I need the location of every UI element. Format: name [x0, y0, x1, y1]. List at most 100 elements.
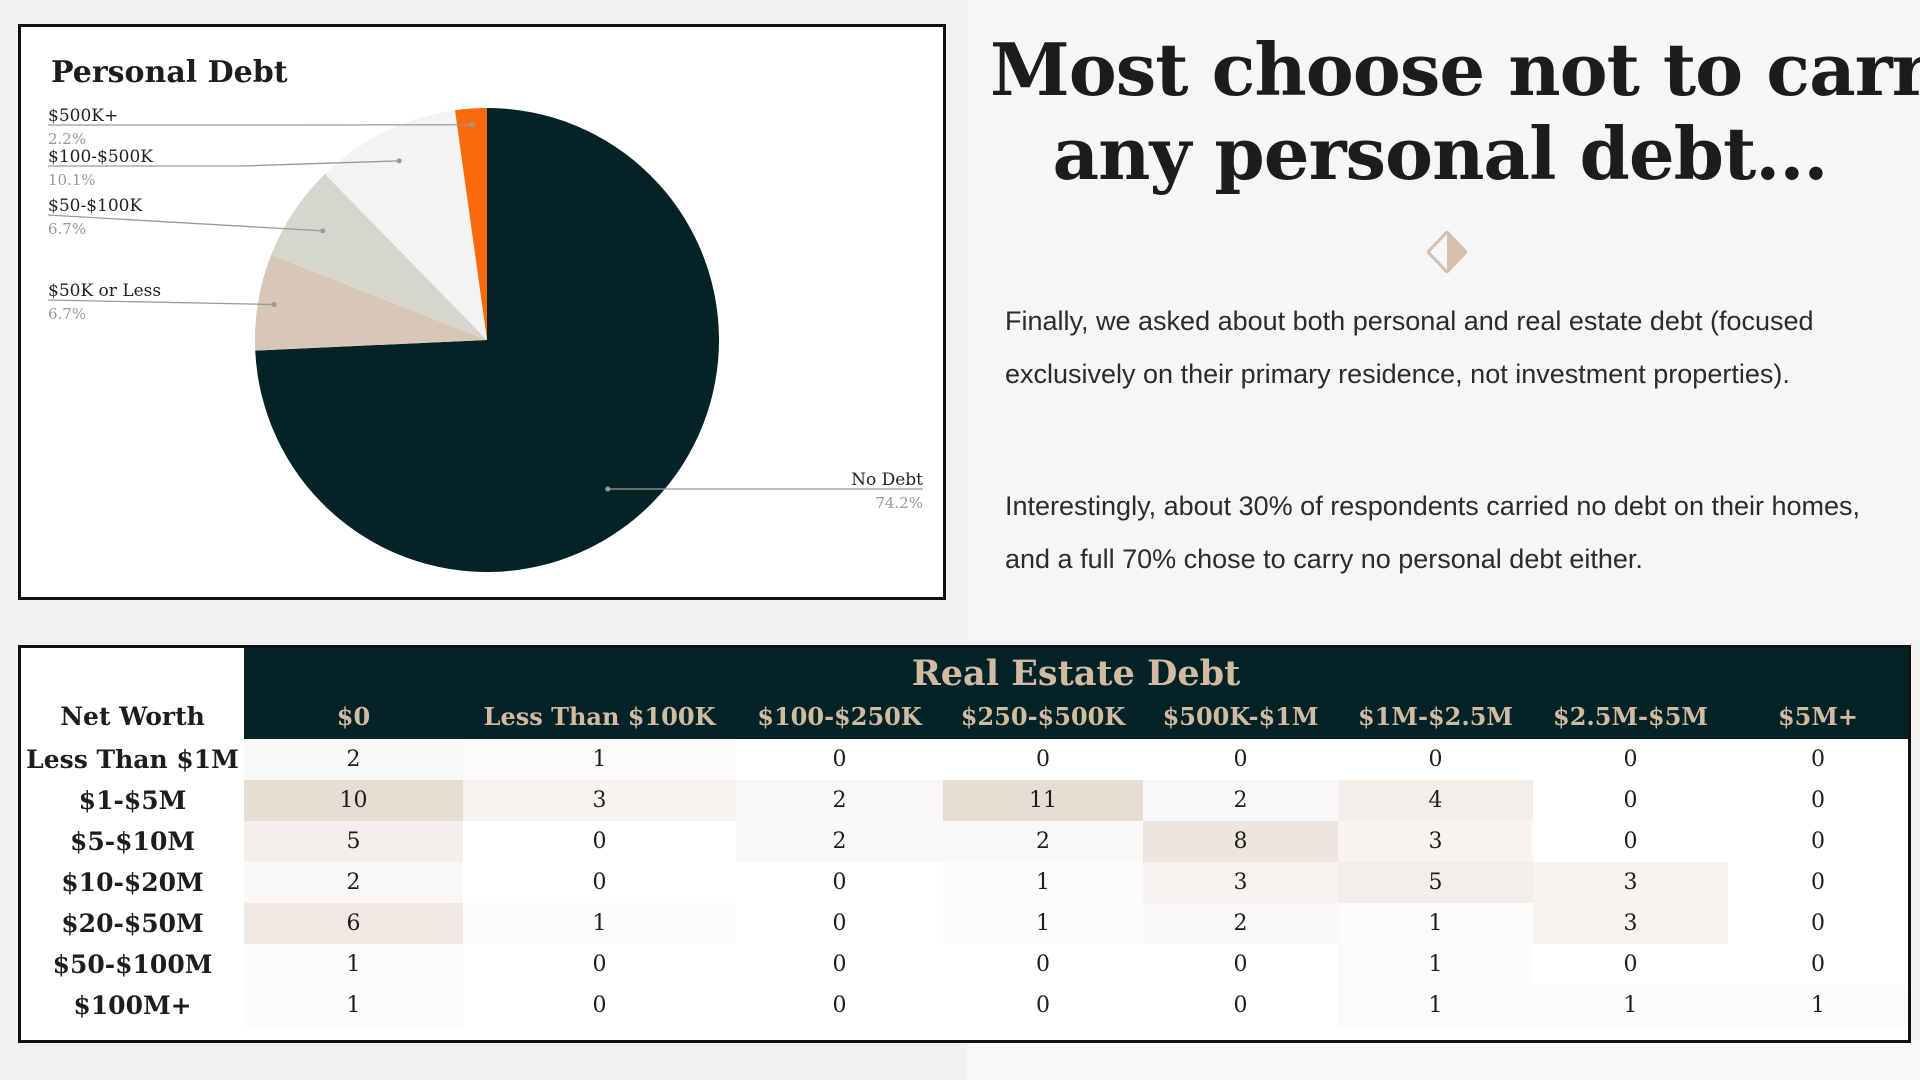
- table-cell: 1: [244, 985, 463, 1026]
- table-cell: 0: [1728, 862, 1908, 903]
- pie-slice-label: $500K+: [48, 106, 118, 126]
- table-cell: 0: [1728, 780, 1908, 821]
- headline: Most choose not to carry any personal de…: [990, 28, 1920, 196]
- bottom-background: [967, 1040, 1920, 1080]
- pie-leader-dot: [605, 486, 611, 492]
- table-cell: 0: [736, 739, 943, 780]
- table-cell: 0: [463, 944, 736, 985]
- personal-debt-chart-panel: No Debt 74.2% $50K or Less 6.7% $50-$100K 6.7…: [18, 24, 946, 600]
- table-title: Real Estate Debt: [244, 648, 1908, 694]
- pie-slice-label: $100-$500K: [48, 147, 153, 167]
- table-cell: 1: [1338, 903, 1533, 944]
- table-cell: 10: [244, 780, 463, 821]
- column-header: $500K-$1M: [1143, 694, 1338, 739]
- column-header: $5M+: [1728, 694, 1908, 739]
- table-cell: 1: [244, 944, 463, 985]
- table-cell: 0: [943, 944, 1143, 985]
- table-cell: 2: [244, 739, 463, 780]
- row-label: $20-$50M: [21, 903, 244, 944]
- row-label: $1-$5M: [21, 780, 244, 821]
- pie-label: $100-$500K 10.1%: [48, 147, 402, 189]
- table-cell: 0: [1533, 944, 1728, 985]
- pie-slice-value: 2.2%: [48, 130, 86, 148]
- table-cell: 0: [736, 944, 943, 985]
- pie-leader-dot: [469, 122, 475, 128]
- pie-leader-dot: [271, 302, 277, 308]
- column-header: $1M-$2.5M: [1338, 694, 1533, 739]
- table-row: Less Than $1M 2 1 0 0 0 0 0 0: [21, 739, 1908, 780]
- table-cell: 0: [463, 821, 736, 862]
- row-label: $50-$100M: [21, 944, 244, 985]
- table-cell: 0: [463, 862, 736, 903]
- table-cell: 1: [1728, 985, 1908, 1026]
- pie-label: $50-$100K 6.7%: [47, 196, 326, 238]
- finding-paragraph: Interestingly, about 30% of respondents …: [1005, 491, 1861, 574]
- table-row: $5-$10M 5 0 2 2 8 3 0 0: [21, 821, 1908, 862]
- headline-line-2: any personal debt...: [1052, 111, 1829, 196]
- pie-leader-line: [48, 160, 400, 167]
- table-cell: 2: [736, 780, 943, 821]
- right-background: [967, 0, 1920, 640]
- real-estate-debt-table-panel: Real Estate Debt Net Worth $0 Less Than $…: [18, 645, 1911, 1043]
- table-cell: 2: [1143, 903, 1338, 944]
- pie-leader-dot: [396, 158, 402, 164]
- column-header: $0: [244, 694, 463, 739]
- column-header: $100-$250K: [736, 694, 943, 739]
- table-cell: 4: [1338, 780, 1533, 821]
- pie-slice-value: 6.7%: [48, 305, 86, 323]
- table-cell: 0: [1338, 739, 1533, 780]
- table-cell: 3: [463, 780, 736, 821]
- table-row: $20-$50M 6 1 0 1 2 1 3 0: [21, 903, 1908, 944]
- pie-slice-100-500k: [324, 110, 487, 340]
- pie-leader-dot: [320, 228, 326, 234]
- table-cell: 8: [1143, 821, 1338, 862]
- pie-label: $500K+ 2.2%: [48, 106, 475, 148]
- pie-slice-label: $50-$100K: [48, 196, 142, 216]
- row-label: $5-$10M: [21, 821, 244, 862]
- pie-slice-value: 74.2%: [875, 494, 923, 512]
- table-cell: 1: [943, 862, 1143, 903]
- pie-label: No Debt 74.2%: [605, 470, 923, 512]
- pie-slice-label: No Debt: [851, 470, 923, 490]
- table-cell: 0: [1533, 780, 1728, 821]
- table-cell: 0: [943, 985, 1143, 1026]
- pie-slice-50-100k: [271, 174, 487, 340]
- table-cell: 3: [1533, 903, 1728, 944]
- table-cell: 0: [1143, 944, 1338, 985]
- pie-slice-value: 10.1%: [48, 171, 96, 189]
- table-cell: 5: [1338, 862, 1533, 903]
- table-cell: 0: [1728, 944, 1908, 985]
- personal-debt-pie-chart: No Debt 74.2% $50K or Less 6.7% $50-$100K 6.7…: [47, 106, 923, 573]
- intro-paragraph: Finally, we asked about both personal an…: [1005, 306, 1814, 389]
- net-worth-header: Net Worth: [21, 694, 244, 739]
- table-cell: 0: [1533, 821, 1728, 862]
- table-cell: 1: [943, 903, 1143, 944]
- table-row: $100M+ 1 0 0 0 0 1 1 1: [21, 985, 1908, 1026]
- real-estate-debt-table: Real Estate Debt Net Worth $0 Less Than $…: [21, 648, 1908, 1026]
- table-cell: 1: [1533, 985, 1728, 1026]
- table-row: $50-$100M 1 0 0 0 0 1 0 0: [21, 944, 1908, 985]
- table-corner: [21, 648, 244, 694]
- table-cell: 0: [1728, 821, 1908, 862]
- pie-slice-no-debt: [255, 108, 720, 573]
- table-cell: 11: [943, 780, 1143, 821]
- table-cell: 1: [1338, 944, 1533, 985]
- table-cell: 0: [736, 903, 943, 944]
- row-label: $100M+: [21, 985, 244, 1026]
- table-cell: 0: [463, 985, 736, 1026]
- row-label: $10-$20M: [21, 862, 244, 903]
- pie-leader-line: [47, 299, 275, 306]
- pie-slice-500k: [455, 108, 487, 340]
- table-cell: 0: [1143, 985, 1338, 1026]
- pie-chart-title: Personal Debt: [51, 55, 288, 90]
- table-cell: 0: [1728, 739, 1908, 780]
- table-cell: 2: [736, 821, 943, 862]
- table-cell: 0: [943, 739, 1143, 780]
- row-label: Less Than $1M: [21, 739, 244, 780]
- column-header: Less Than $100K: [463, 694, 736, 739]
- table-cell: 3: [1338, 821, 1533, 862]
- column-header: $250-$500K: [943, 694, 1143, 739]
- table-cell: 2: [943, 821, 1143, 862]
- column-header: $2.5M-$5M: [1533, 694, 1728, 739]
- table-cell: 2: [244, 862, 463, 903]
